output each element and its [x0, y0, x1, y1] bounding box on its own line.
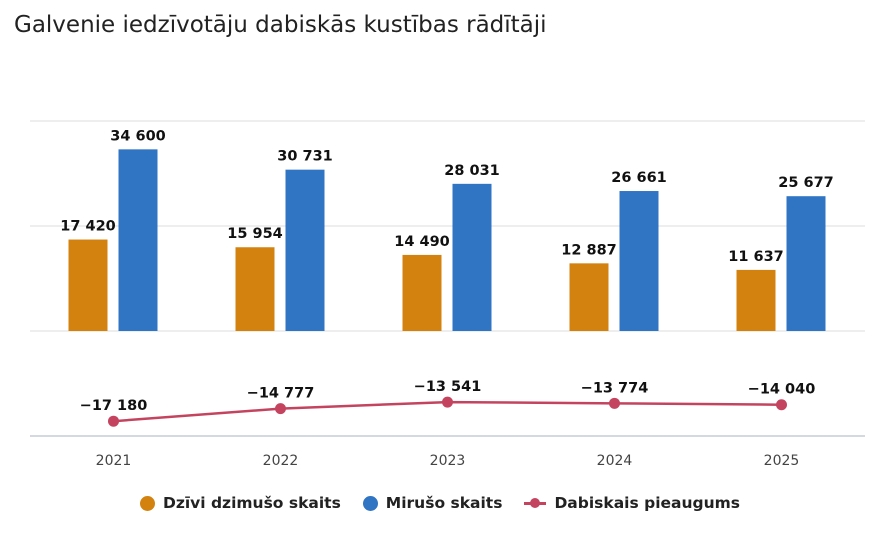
- data-label: −13 774: [581, 380, 649, 396]
- x-tick-label: 2024: [597, 453, 633, 469]
- data-label: −13 541: [414, 379, 482, 395]
- data-label: 14 490: [394, 234, 450, 250]
- bar-births: [68, 239, 108, 331]
- data-label: 25 677: [778, 175, 834, 191]
- bar-deaths: [619, 191, 659, 331]
- chart-title: Galvenie iedzīvotāju dabiskās kustības r…: [14, 12, 547, 38]
- data-label: 15 954: [227, 226, 283, 242]
- bar-births: [569, 263, 609, 331]
- data-label: −17 180: [80, 398, 148, 414]
- line-marker-icon: [524, 496, 547, 510]
- x-tick-label: 2022: [263, 453, 299, 469]
- data-label: −14 040: [748, 382, 816, 398]
- legend: Dzīvi dzimušo skaits Mirušo skaits Dabiska…: [0, 494, 880, 512]
- legend-item[interactable]: Mirušo skaits: [362, 494, 503, 512]
- line-point: [275, 403, 286, 415]
- bar-deaths: [285, 169, 325, 331]
- line-point: [442, 396, 453, 408]
- x-tick-label: 2023: [430, 453, 466, 469]
- data-label: 30 731: [277, 149, 333, 165]
- legend-item[interactable]: Dzīvi dzimušo skaits: [139, 494, 341, 512]
- legend-item[interactable]: Dabiskais pieaugums: [524, 494, 740, 512]
- bar-deaths: [786, 196, 826, 331]
- line-point: [108, 415, 119, 427]
- data-label: −14 777: [247, 386, 315, 402]
- x-tick-label: 2021: [96, 453, 132, 469]
- data-label: 34 600: [110, 128, 166, 144]
- legend-label: Dzīvi dzimušo skaits: [162, 494, 341, 512]
- line-point: [776, 399, 787, 411]
- data-label: 11 637: [728, 249, 784, 265]
- circle-marker-icon: [139, 495, 155, 511]
- legend-label: Mirušo skaits: [385, 494, 503, 512]
- bar-deaths: [452, 183, 492, 331]
- bar-births: [402, 254, 442, 331]
- bar-births: [736, 269, 776, 331]
- data-label: 26 661: [611, 170, 667, 186]
- bar-deaths: [118, 149, 158, 331]
- x-tick-label: 2025: [764, 453, 800, 469]
- line-point: [609, 397, 620, 409]
- bar-births: [235, 247, 275, 331]
- data-label: 17 420: [60, 219, 116, 235]
- data-label: 28 031: [444, 163, 500, 179]
- legend-label: Dabiskais pieaugums: [554, 494, 741, 512]
- data-label: 12 887: [561, 242, 617, 258]
- circle-marker-icon: [362, 495, 378, 511]
